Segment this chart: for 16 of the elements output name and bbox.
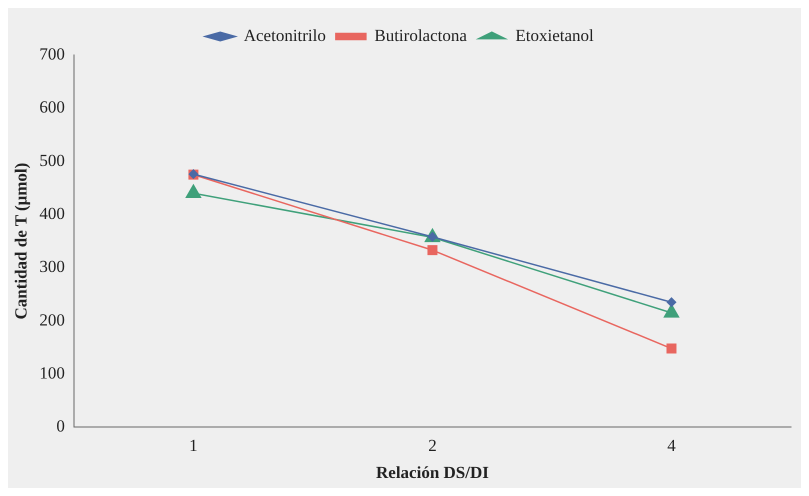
y-tick-label: 700 [39, 44, 65, 64]
y-axis-title: Cantidad de T (μmol) [12, 162, 31, 320]
y-tick-label: 100 [39, 363, 65, 382]
x-tick-label: 2 [428, 436, 437, 455]
y-tick-label: 300 [39, 257, 65, 276]
y-tick-label: 500 [39, 150, 65, 170]
legend-label: Acetonitrilo [244, 26, 326, 45]
y-tick-label: 200 [39, 310, 65, 330]
y-tick-label: 600 [39, 98, 65, 117]
y-tick-label: 400 [39, 204, 65, 223]
x-tick-label: 1 [189, 436, 198, 455]
x-axis-title: Relación DS/DI [376, 463, 490, 482]
y-tick-label: 0 [56, 416, 65, 436]
legend-label: Etoxietanol [515, 26, 594, 45]
x-tick-label: 4 [667, 436, 676, 455]
legend-label: Butirolactona [374, 26, 468, 45]
